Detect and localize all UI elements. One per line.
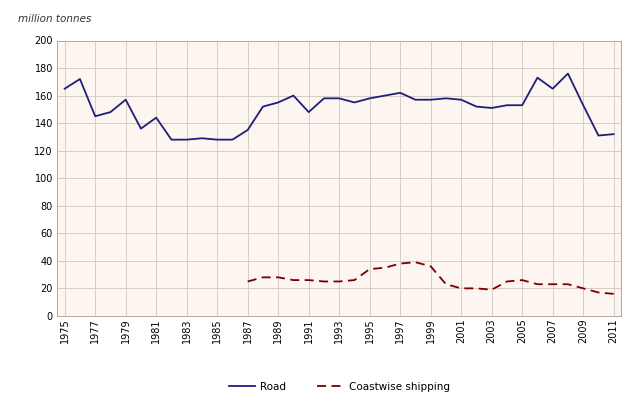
- Road: [595, 133, 602, 138]
- Coastwise shipping: [244, 279, 252, 284]
- Road: [259, 104, 267, 109]
- Coastwise shipping: [472, 286, 480, 291]
- Coastwise shipping: [519, 278, 526, 283]
- Road: [167, 137, 175, 142]
- Road: [229, 137, 236, 142]
- Coastwise shipping: [488, 287, 496, 292]
- Road: [564, 71, 572, 76]
- Coastwise shipping: [564, 282, 572, 287]
- Road: [61, 86, 68, 91]
- Coastwise shipping: [366, 266, 373, 271]
- Coastwise shipping: [396, 261, 404, 266]
- Road: [76, 77, 84, 81]
- Legend: Road, Coastwise shipping: Road, Coastwise shipping: [229, 382, 450, 392]
- Road: [152, 115, 160, 120]
- Road: [366, 96, 373, 101]
- Road: [381, 93, 389, 98]
- Coastwise shipping: [411, 260, 419, 264]
- Road: [549, 86, 557, 91]
- Road: [198, 136, 206, 141]
- Coastwise shipping: [610, 292, 618, 296]
- Coastwise shipping: [457, 286, 465, 291]
- Road: [503, 103, 511, 108]
- Road: [107, 110, 114, 115]
- Road: [610, 132, 618, 136]
- Road: [214, 137, 221, 142]
- Road: [488, 106, 496, 111]
- Road: [427, 97, 434, 102]
- Road: [91, 114, 99, 119]
- Road: [411, 97, 419, 102]
- Coastwise shipping: [351, 278, 358, 283]
- Road: [183, 137, 190, 142]
- Road: [335, 96, 343, 101]
- Coastwise shipping: [442, 282, 450, 287]
- Road: [579, 103, 587, 108]
- Coastwise shipping: [503, 279, 511, 284]
- Road: [534, 75, 541, 80]
- Coastwise shipping: [275, 275, 282, 280]
- Coastwise shipping: [427, 264, 434, 269]
- Road: [137, 126, 145, 131]
- Coastwise shipping: [381, 265, 389, 270]
- Road: [396, 90, 404, 95]
- Coastwise shipping: [534, 282, 541, 287]
- Road: [305, 110, 313, 115]
- Coastwise shipping: [305, 278, 313, 283]
- Coastwise shipping: [549, 282, 557, 287]
- Road: [244, 128, 252, 132]
- Coastwise shipping: [320, 279, 328, 284]
- Road: [290, 93, 297, 98]
- Coastwise shipping: [595, 290, 602, 295]
- Road: [122, 97, 129, 102]
- Line: Coastwise shipping: Coastwise shipping: [248, 262, 614, 294]
- Road: [519, 103, 526, 108]
- Text: million tonnes: million tonnes: [18, 14, 91, 24]
- Road: [275, 100, 282, 105]
- Road: [320, 96, 328, 101]
- Road: [351, 100, 358, 105]
- Coastwise shipping: [579, 286, 587, 291]
- Coastwise shipping: [259, 275, 267, 280]
- Road: [442, 96, 450, 101]
- Road: [472, 104, 480, 109]
- Road: [457, 97, 465, 102]
- Coastwise shipping: [335, 279, 343, 284]
- Coastwise shipping: [290, 278, 297, 283]
- Line: Road: Road: [65, 74, 614, 140]
